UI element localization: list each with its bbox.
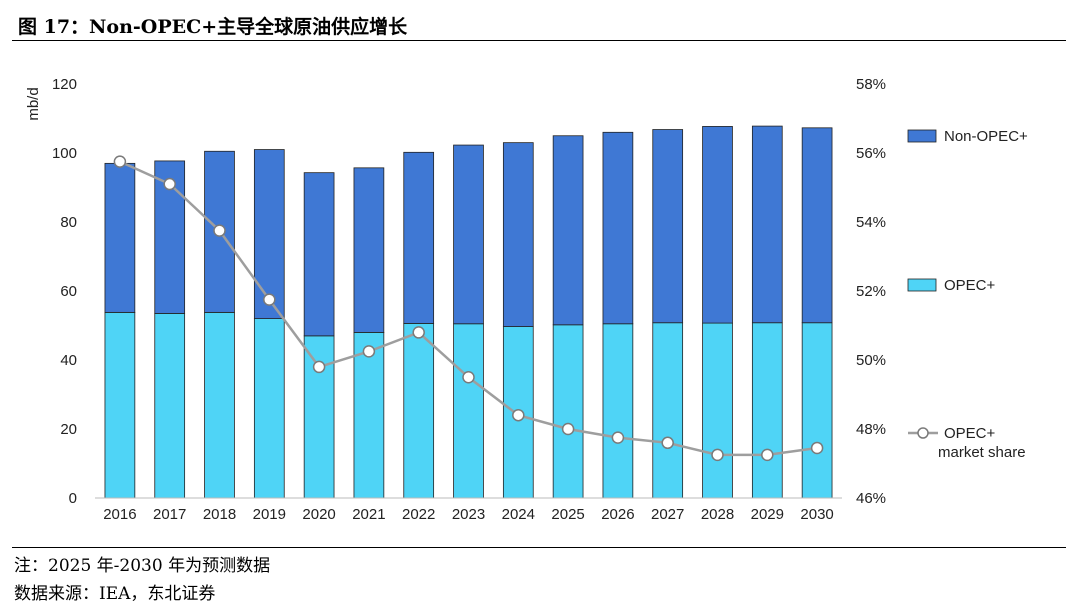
bar-non-opec [801, 127, 833, 324]
bar-opec [602, 323, 634, 499]
x-tick-label: 2024 [502, 506, 535, 523]
bar-non-opec [502, 142, 534, 327]
market-share-point [412, 326, 425, 339]
market-share-point [711, 448, 724, 462]
bar-non-opec [652, 129, 684, 324]
bar-opec [303, 335, 335, 499]
bar-opec [751, 322, 783, 499]
y2-tick-label: 48% [856, 421, 886, 438]
bar-non-opec [104, 162, 136, 313]
bar-non-opec [253, 149, 285, 320]
y2-tick-label: 56% [856, 145, 886, 162]
bar-opec [652, 322, 684, 499]
bar-opec [453, 323, 484, 499]
y-tick-label: 60 [60, 283, 77, 300]
legend-marker-market-share [917, 427, 929, 439]
bar-non-opec [353, 167, 385, 333]
y-tick-label: 20 [60, 421, 77, 438]
x-tick-label: 2016 [103, 506, 136, 523]
x-tick-label: 2023 [452, 506, 485, 523]
market-share-point [362, 345, 376, 358]
x-tick-label: 2017 [153, 506, 186, 523]
y-axis-label: mb/d [25, 87, 42, 120]
x-tick-label: 2028 [701, 506, 734, 523]
market-share-point [810, 441, 824, 455]
bar-non-opec [751, 125, 783, 324]
y2-tick-label: 54% [856, 214, 886, 231]
legend-swatch-opec [907, 278, 937, 292]
bar-opec [104, 311, 136, 499]
y-tick-label: 100 [52, 145, 77, 162]
market-share-point [611, 431, 625, 444]
legend-label-non-opec: Non-OPEC+ [944, 128, 1028, 145]
x-tick-label: 2027 [651, 506, 684, 523]
x-tick-label: 2029 [751, 506, 784, 523]
x-tick-label: 2026 [601, 506, 634, 523]
market-share-point [561, 422, 575, 436]
title-divider [12, 40, 1066, 41]
bar-opec [403, 323, 435, 499]
bar-opec [801, 322, 833, 499]
bar-opec [353, 331, 385, 499]
market-share-point [661, 436, 674, 450]
x-tick-label: 2025 [551, 506, 584, 523]
bar-opec [702, 322, 733, 499]
y2-tick-label: 58% [856, 76, 886, 93]
legend-label-opec: OPEC+ [944, 277, 996, 294]
chart: 0 20 40 60 80 100 120 mb/d 46% 48% 50% 52% 54% 56% 58%… [25, 76, 1028, 523]
market-share-point [213, 224, 226, 237]
x-tick-label: 2018 [203, 506, 236, 523]
bar-opec [154, 313, 186, 499]
market-share-point [462, 371, 475, 384]
y-tick-label: 0 [69, 490, 77, 507]
legend-label-market-share: OPEC+ market share [938, 425, 1026, 461]
bar-non-opec [403, 151, 435, 324]
bar-opec [204, 311, 235, 499]
y2-tick-label: 50% [856, 352, 886, 369]
market-share-point [512, 408, 525, 422]
figure-title: 图 17：Non-OPEC+主导全球原油供应增长 [18, 16, 408, 38]
bar-opec [253, 318, 285, 499]
market-share-point [113, 155, 127, 168]
x-tick-label: 2022 [402, 506, 435, 523]
source-note: 数据来源：IEA，东北证券 [14, 584, 216, 604]
notes-divider [12, 547, 1066, 548]
bar-opec [552, 324, 584, 499]
y-tick-label: 120 [52, 76, 77, 93]
bar-non-opec [602, 131, 634, 325]
market-share-point [761, 448, 774, 462]
bar-non-opec [453, 144, 484, 325]
y-tick-label: 80 [60, 214, 77, 231]
market-share-point [163, 177, 176, 191]
x-tick-label: 2030 [800, 506, 833, 523]
x-tick-label: 2021 [352, 506, 385, 523]
x-tick-label: 2019 [253, 506, 286, 523]
forecast-note: 注：2025 年-2030 年为预测数据 [14, 556, 271, 576]
legend-swatch-non-opec [907, 129, 937, 143]
y2-tick-label: 46% [856, 490, 886, 507]
market-share-point [312, 360, 326, 374]
bar-non-opec [702, 126, 733, 324]
y-tick-label: 40 [60, 352, 77, 369]
market-share-point [263, 293, 276, 306]
y2-tick-label: 52% [856, 283, 886, 300]
bar-non-opec [303, 172, 335, 337]
x-tick-label: 2020 [302, 506, 335, 523]
bar-non-opec [552, 135, 584, 326]
